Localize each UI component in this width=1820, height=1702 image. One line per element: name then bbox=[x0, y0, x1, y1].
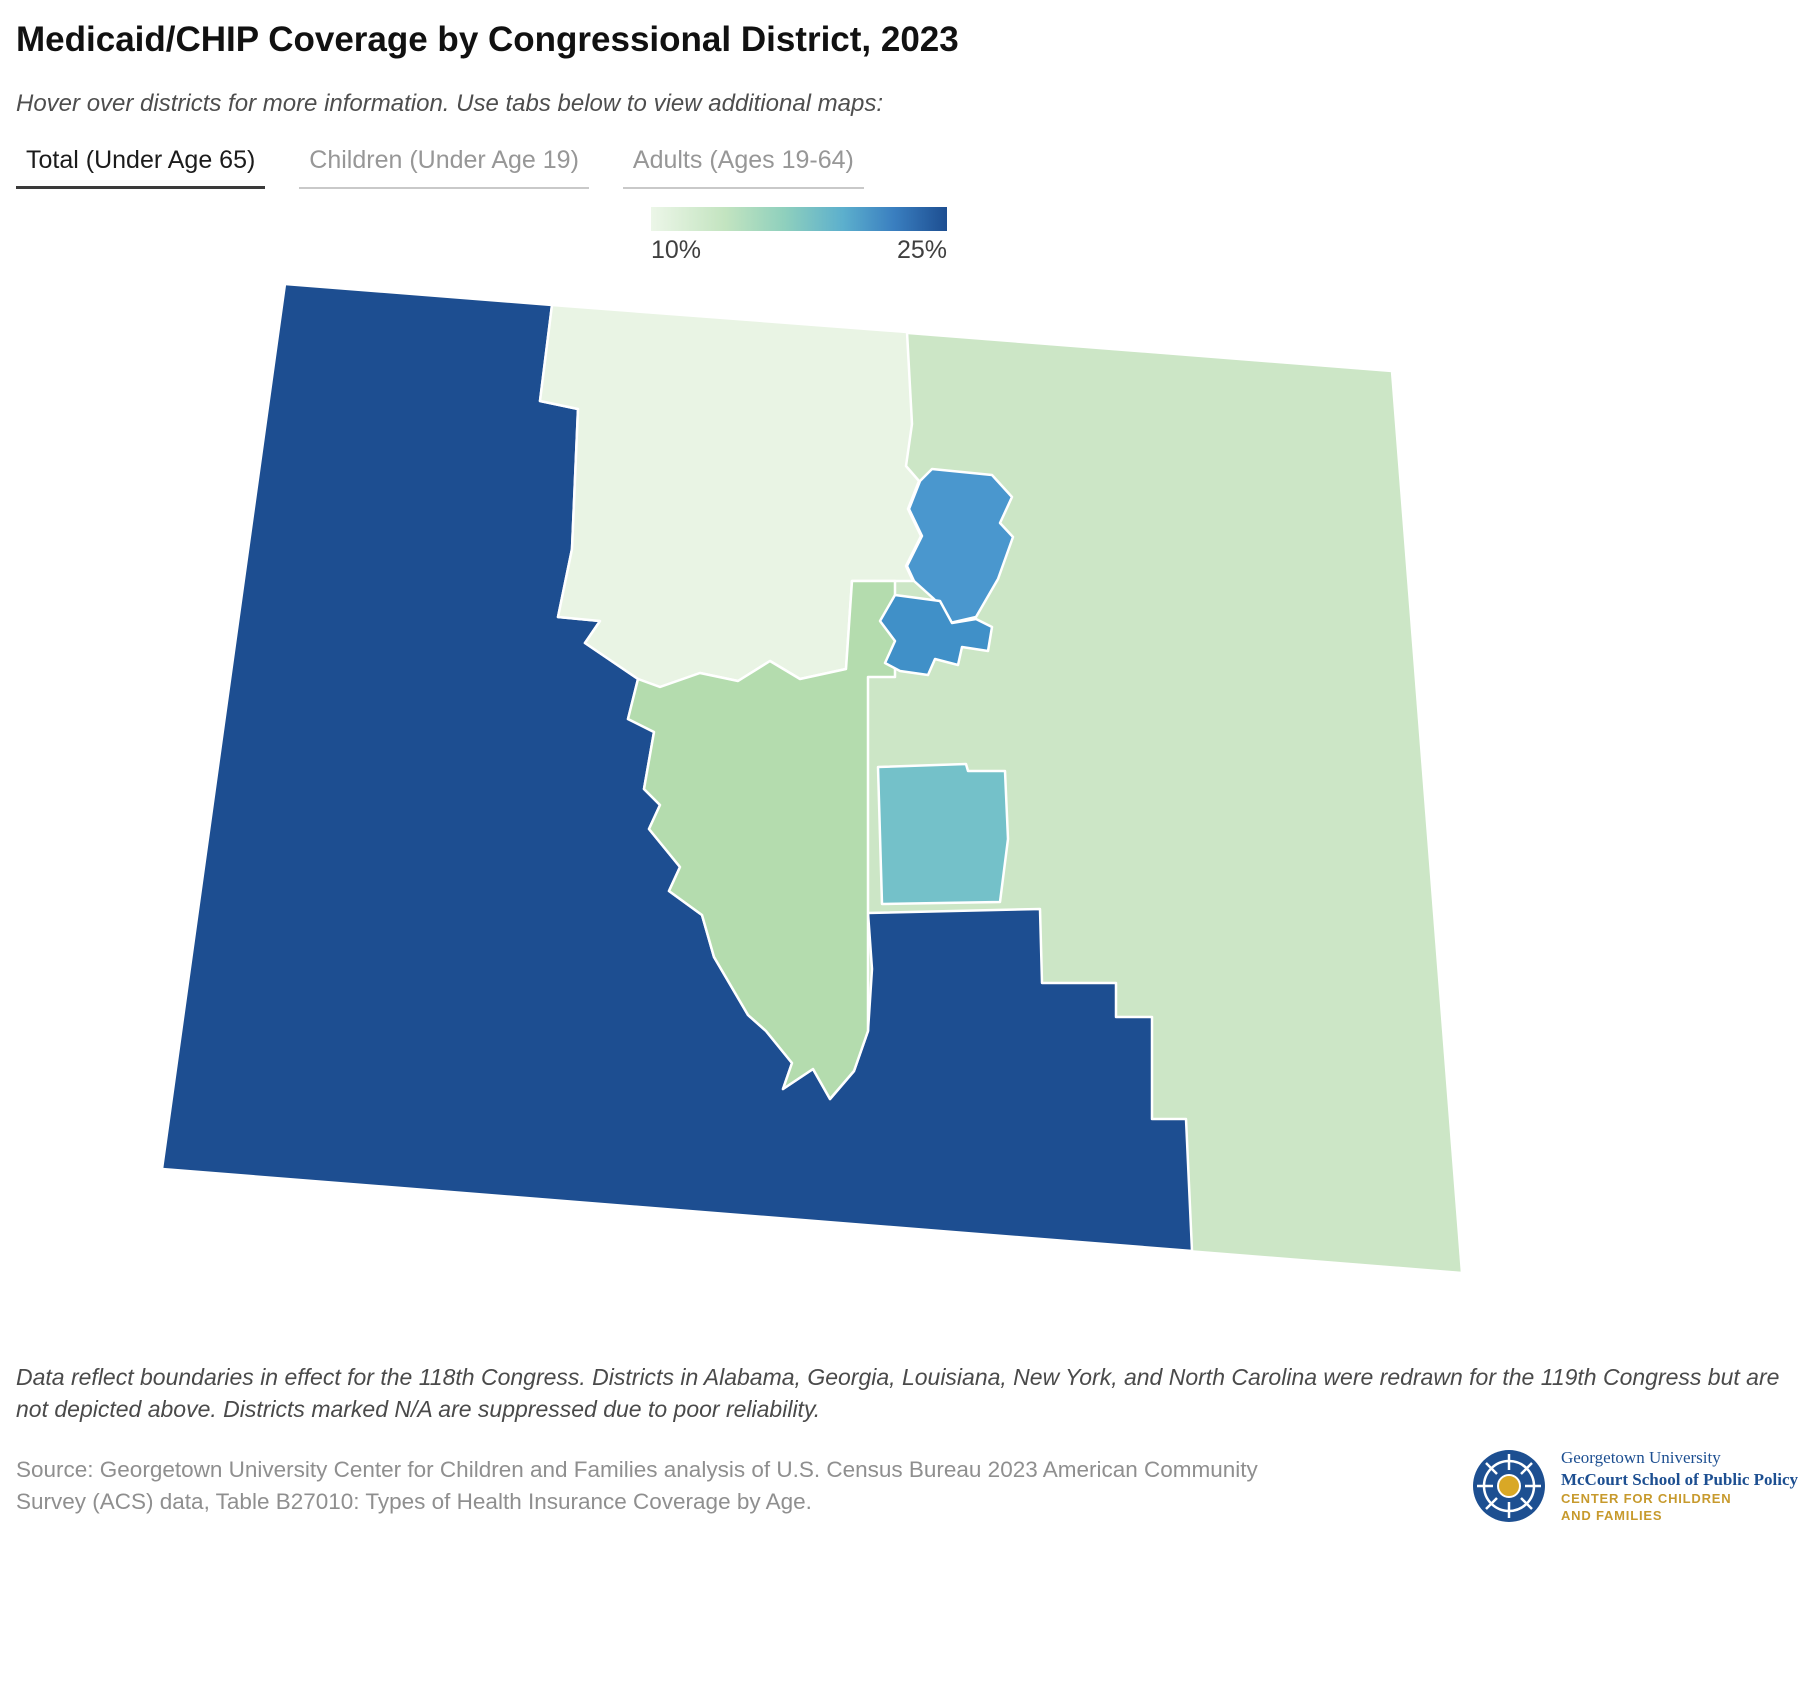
logo-university-line: Georgetown University bbox=[1560, 1448, 1721, 1468]
legend-labels: 10% 25% bbox=[651, 236, 947, 265]
georgetown-logo-text: Georgetown University McCourt School of … bbox=[1561, 1447, 1798, 1525]
district-southeast-metro[interactable] bbox=[876, 762, 1010, 906]
georgetown-seal-icon bbox=[1472, 1450, 1545, 1523]
color-legend: 10% 25% bbox=[651, 207, 947, 265]
district-central-mountains[interactable] bbox=[626, 579, 897, 1101]
subtitle: Hover over districts for more informatio… bbox=[16, 90, 884, 117]
tab-adults-19-64[interactable]: Adults (Ages 19-64) bbox=[622, 144, 864, 189]
legend-gradient-bar bbox=[651, 207, 947, 231]
footer: Source: Georgetown University Center for… bbox=[16, 1447, 1804, 1525]
boundaries-note: Data reflect boundaries in effect for th… bbox=[16, 1364, 1780, 1423]
logo-center-line-1: CENTER FOR CHILDREN bbox=[1560, 1490, 1732, 1506]
source-note: Source: Georgetown University Center for… bbox=[16, 1456, 1258, 1515]
header: Medicaid/CHIP Coverage by Congressional … bbox=[0, 0, 1820, 265]
georgetown-logo: Georgetown University McCourt School of … bbox=[1471, 1447, 1804, 1525]
tab-children-under-19[interactable]: Children (Under Age 19) bbox=[299, 144, 589, 189]
choropleth-map bbox=[160, 282, 1464, 1275]
legend-max-label: 25% bbox=[896, 236, 947, 264]
district-denver[interactable] bbox=[878, 593, 994, 677]
tab-bar: Total (Under Age 65) Children (Under Age… bbox=[16, 144, 1804, 189]
logo-school-line: McCourt School of Public Policy bbox=[1560, 1469, 1798, 1489]
legend-min-label: 10% bbox=[651, 236, 702, 264]
page-title: Medicaid/CHIP Coverage by Congressional … bbox=[16, 20, 959, 59]
tab-total-under-65[interactable]: Total (Under Age 65) bbox=[16, 144, 266, 189]
logo-center-line-2: AND FAMILIES bbox=[1560, 1508, 1663, 1524]
